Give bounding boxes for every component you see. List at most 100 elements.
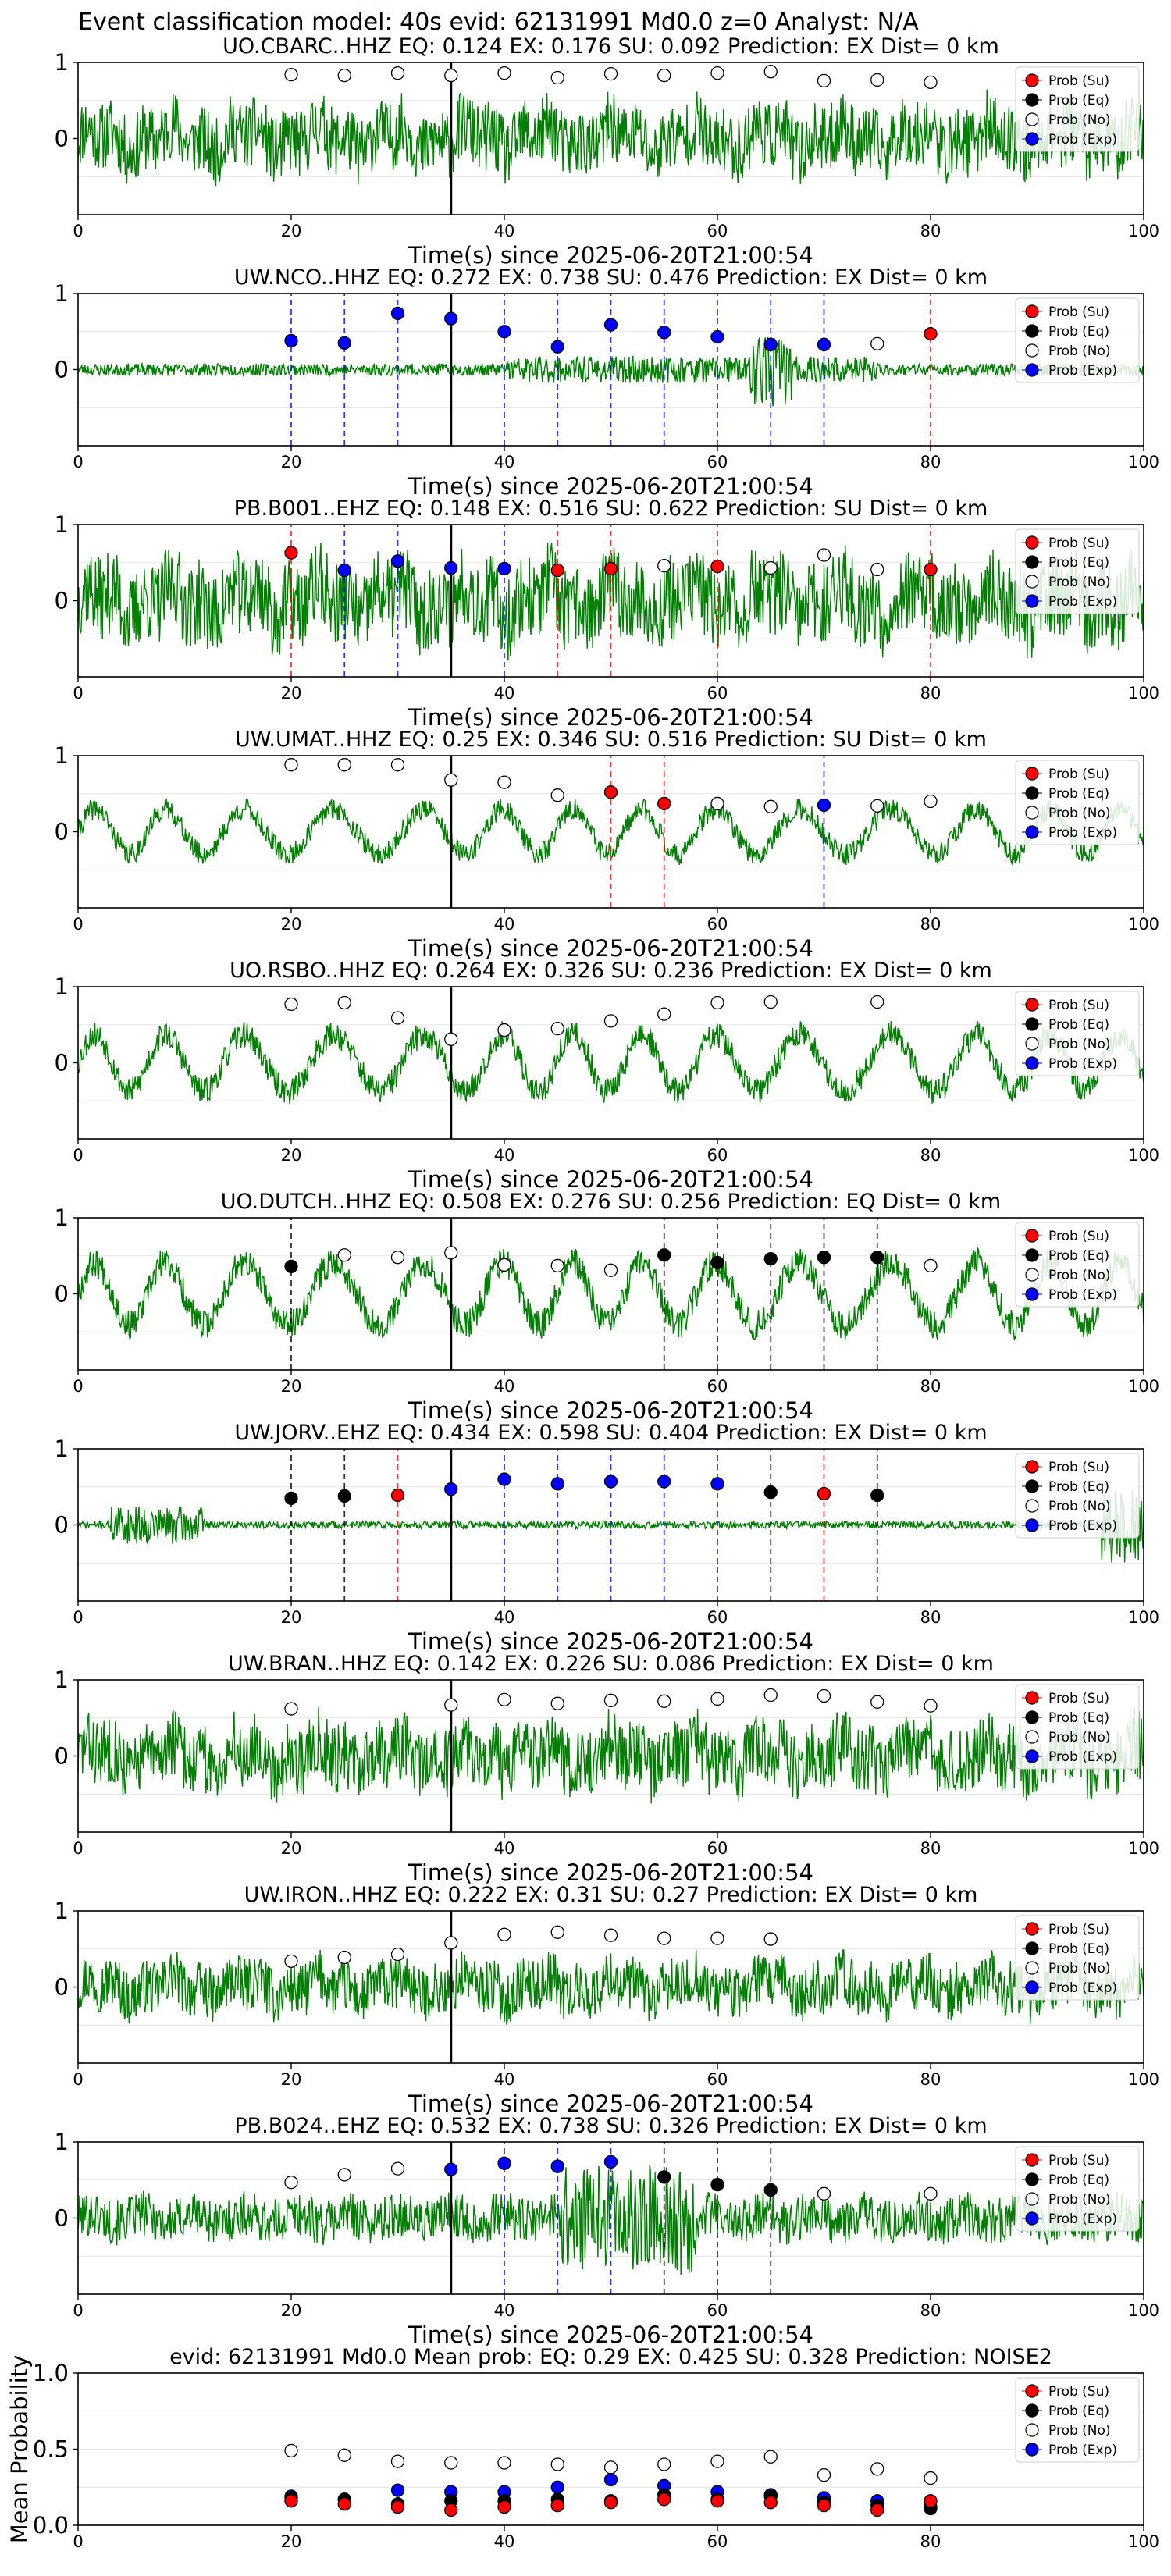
prob-marker-exp: [603, 1475, 618, 1489]
legend-label: Prob (Su): [1048, 1460, 1109, 1475]
x-tick-label: 20: [281, 1377, 302, 1396]
legend-label: Prob (No): [1048, 1037, 1111, 1052]
y-axis-label: Mean Probability: [6, 2355, 33, 2544]
x-tick-label: 80: [920, 2070, 941, 2089]
legend-label: Prob (Exp): [1048, 1980, 1117, 1996]
prob-marker-no: [817, 2186, 831, 2201]
prob-marker-exp: [390, 554, 405, 568]
legend: Prob (Su) Prob (Eq) Prob (No) Prob (Exp): [1015, 760, 1140, 845]
prob-marker-no: [390, 1011, 405, 1025]
station-panel-2: UW.NCO..HHZ EQ: 0.272 EX: 0.738 SU: 0.47…: [55, 265, 1160, 500]
station-panel-3: PB.B001..EHZ EQ: 0.148 EX: 0.516 SU: 0.6…: [55, 496, 1160, 731]
mean-prob-marker-no: [284, 2443, 298, 2458]
legend-label: Prob (Su): [1048, 1229, 1109, 1244]
panel-title: UO.RSBO..HHZ EQ: 0.264 EX: 0.326 SU: 0.2…: [230, 959, 992, 983]
x-axis-label: Time(s) since 2025-06-20T21:00:54: [408, 1859, 813, 1886]
legend-marker-no: [1025, 1730, 1039, 1744]
prob-marker-no: [657, 1694, 671, 1708]
legend-label: Prob (Exp): [1048, 2211, 1117, 2227]
x-tick-label: 100: [1128, 1377, 1159, 1396]
x-tick-label: 100: [1128, 684, 1159, 703]
station-panel-7: UW.JORV..EHZ EQ: 0.434 EX: 0.598 SU: 0.4…: [55, 1421, 1160, 1655]
legend-label: Prob (No): [1048, 1268, 1111, 1283]
y-tick-label: 1: [55, 1667, 69, 1693]
prob-marker-exp: [444, 311, 458, 326]
x-tick-label: 40: [494, 2532, 515, 2551]
prob-marker-eq: [763, 2183, 778, 2197]
legend-marker-no: [1025, 1037, 1039, 1051]
prob-marker-su: [603, 561, 618, 576]
panel-title: UW.IRON..HHZ EQ: 0.222 EX: 0.31 SU: 0.27…: [244, 1883, 978, 1907]
panel-title: PB.B001..EHZ EQ: 0.148 EX: 0.516 SU: 0.6…: [234, 496, 988, 521]
prob-marker-exp: [763, 337, 778, 351]
legend-marker-eq: [1025, 555, 1039, 569]
x-tick-label: 80: [920, 2532, 941, 2551]
legend-marker-su: [1025, 1691, 1039, 1705]
mean-prob-marker-no: [657, 2457, 671, 2471]
prob-marker-no: [497, 1692, 511, 1707]
x-tick-label: 20: [281, 2070, 302, 2089]
prob-marker-no: [284, 2176, 298, 2190]
prob-marker-no: [710, 995, 724, 1010]
x-tick-label: 60: [707, 1377, 728, 1396]
legend-label: Prob (Eq): [1048, 93, 1109, 109]
mean-prob-marker-no: [603, 2460, 618, 2475]
x-tick-label: 60: [707, 453, 728, 471]
legend-box: [1015, 991, 1140, 1076]
prob-marker-su: [550, 563, 564, 578]
x-tick-label: 80: [920, 2301, 941, 2320]
x-tick-label: 0: [73, 915, 83, 934]
legend-label: Prob (Su): [1048, 304, 1109, 320]
prob-marker-no: [603, 66, 618, 81]
y-tick-label: 0: [55, 126, 69, 152]
x-tick-label: 20: [281, 222, 302, 240]
prob-marker-exp: [603, 318, 618, 332]
prob-marker-no: [337, 1248, 351, 1262]
mean-prob-marker-su: [390, 2500, 405, 2514]
mean-prob-marker-no: [924, 2471, 938, 2485]
x-tick-label: 0: [73, 1146, 83, 1165]
prob-marker-exp: [603, 2154, 618, 2169]
mean-prob-marker-no: [337, 2448, 351, 2462]
x-tick-label: 100: [1128, 1608, 1159, 1627]
y-tick-label: 0: [55, 1974, 69, 2001]
mean-prob-marker-exp: [603, 2472, 618, 2487]
panels: UO.CBARC..HHZ EQ: 0.124 EX: 0.176 SU: 0.…: [6, 34, 1159, 2551]
legend-label: Prob (Eq): [1048, 555, 1109, 571]
legend-marker-eq: [1025, 1248, 1039, 1262]
waveform-trace: [77, 1706, 1144, 1804]
y-tick-label: 0: [55, 1743, 69, 1770]
legend-marker-exp: [1025, 825, 1039, 839]
x-tick-label: 40: [494, 1839, 515, 1858]
prob-marker-no: [497, 66, 511, 80]
waveform-trace: [77, 89, 1144, 187]
prob-marker-no: [657, 68, 671, 83]
prob-marker-no: [390, 2161, 405, 2176]
prob-marker-eq: [710, 1255, 724, 1270]
prob-marker-no: [603, 1928, 618, 1942]
y-tick-label: 1.0: [33, 2360, 69, 2386]
mean-prob-marker-no: [550, 2457, 564, 2471]
x-tick-label: 40: [494, 453, 515, 471]
legend: Prob (Su) Prob (Eq) Prob (No) Prob (Exp): [1015, 1222, 1140, 1308]
prob-marker-no: [390, 1251, 405, 1265]
x-tick-label: 0: [73, 1839, 83, 1858]
prob-marker-no: [284, 997, 298, 1012]
prob-marker-no: [924, 794, 938, 809]
prob-marker-exp: [497, 561, 511, 576]
x-tick-label: 60: [707, 1608, 728, 1627]
legend-marker-no: [1025, 806, 1039, 820]
waveform-trace: [77, 1948, 1144, 2025]
mean-prob-marker-su: [444, 2503, 458, 2517]
legend-label: Prob (No): [1048, 806, 1111, 821]
prob-marker-no: [444, 1936, 458, 1950]
prob-marker-eq: [284, 1491, 298, 1506]
legend: Prob (Su) Prob (Eq) Prob (No) Prob (Exp): [1015, 991, 1140, 1076]
prob-marker-eq: [657, 1248, 671, 1262]
legend-label: Prob (No): [1048, 343, 1111, 359]
prob-marker-exp: [550, 2159, 564, 2173]
prob-marker-exp: [657, 326, 671, 340]
prob-marker-no: [497, 1258, 511, 1272]
legend-marker-no: [1025, 343, 1039, 358]
